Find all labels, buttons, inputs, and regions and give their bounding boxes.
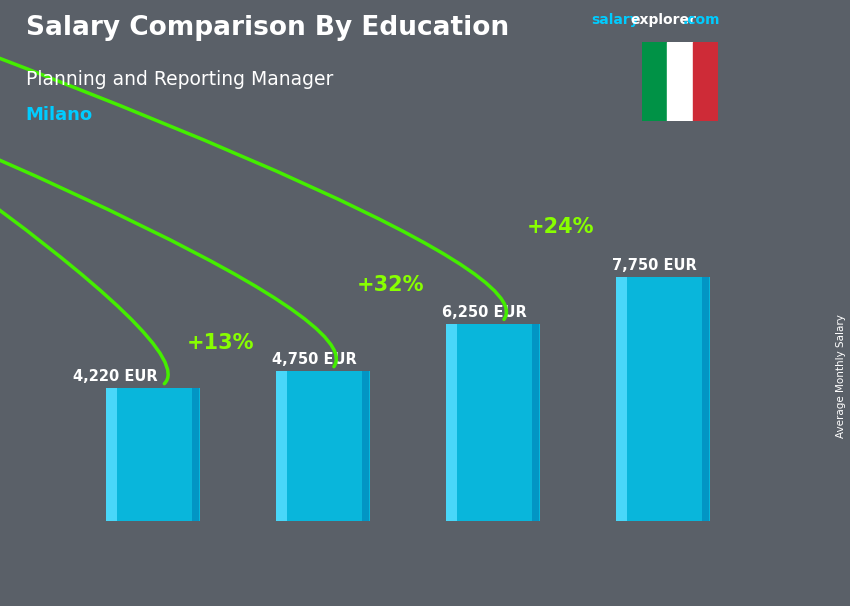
- Bar: [446, 324, 457, 521]
- Bar: [106, 388, 200, 521]
- Bar: [362, 371, 369, 521]
- Text: Average Monthly Salary: Average Monthly Salary: [836, 314, 846, 438]
- Text: +24%: +24%: [527, 216, 595, 236]
- Text: .com: .com: [683, 13, 720, 27]
- Bar: [532, 324, 539, 521]
- Bar: [106, 388, 117, 521]
- Text: 6,250 EUR: 6,250 EUR: [442, 305, 527, 320]
- Bar: [616, 277, 710, 521]
- Text: 4,220 EUR: 4,220 EUR: [73, 369, 158, 384]
- Text: Salary Comparison By Education: Salary Comparison By Education: [26, 15, 508, 41]
- Text: Milano: Milano: [26, 106, 93, 124]
- Text: Planning and Reporting Manager: Planning and Reporting Manager: [26, 70, 333, 88]
- Text: +13%: +13%: [187, 333, 255, 353]
- Bar: [667, 42, 693, 121]
- Bar: [276, 371, 370, 521]
- Bar: [446, 324, 540, 521]
- Text: salary: salary: [591, 13, 638, 27]
- Text: +32%: +32%: [357, 275, 425, 295]
- Bar: [192, 388, 199, 521]
- Bar: [642, 42, 667, 121]
- Text: 4,750 EUR: 4,750 EUR: [272, 352, 357, 367]
- Bar: [276, 371, 287, 521]
- Text: 7,750 EUR: 7,750 EUR: [612, 258, 697, 273]
- Bar: [616, 277, 627, 521]
- Bar: [693, 42, 718, 121]
- Bar: [702, 277, 709, 521]
- Text: explorer: explorer: [631, 13, 697, 27]
